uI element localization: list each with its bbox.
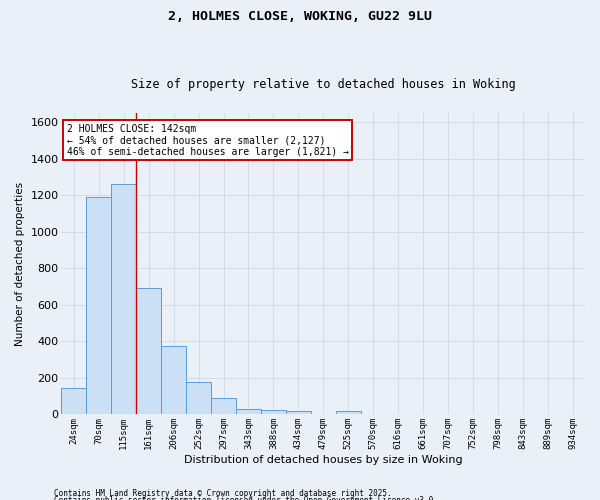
Bar <box>286 411 311 414</box>
Bar <box>161 346 186 414</box>
Text: Contains public sector information licensed under the Open Government Licence v3: Contains public sector information licen… <box>54 496 438 500</box>
Text: 2 HOLMES CLOSE: 142sqm
← 54% of detached houses are smaller (2,127)
46% of semi-: 2 HOLMES CLOSE: 142sqm ← 54% of detached… <box>67 124 349 156</box>
Bar <box>261 410 286 414</box>
Bar <box>236 409 261 414</box>
Bar <box>112 184 136 414</box>
Bar <box>335 411 361 414</box>
Bar <box>186 382 211 414</box>
Text: 2, HOLMES CLOSE, WOKING, GU22 9LU: 2, HOLMES CLOSE, WOKING, GU22 9LU <box>168 10 432 23</box>
Text: Contains HM Land Registry data © Crown copyright and database right 2025.: Contains HM Land Registry data © Crown c… <box>54 488 392 498</box>
Bar <box>136 288 161 414</box>
Title: Size of property relative to detached houses in Woking: Size of property relative to detached ho… <box>131 78 515 91</box>
Bar <box>211 398 236 414</box>
Y-axis label: Number of detached properties: Number of detached properties <box>15 182 25 346</box>
Bar <box>61 388 86 414</box>
Bar <box>86 197 112 414</box>
X-axis label: Distribution of detached houses by size in Woking: Distribution of detached houses by size … <box>184 455 463 465</box>
